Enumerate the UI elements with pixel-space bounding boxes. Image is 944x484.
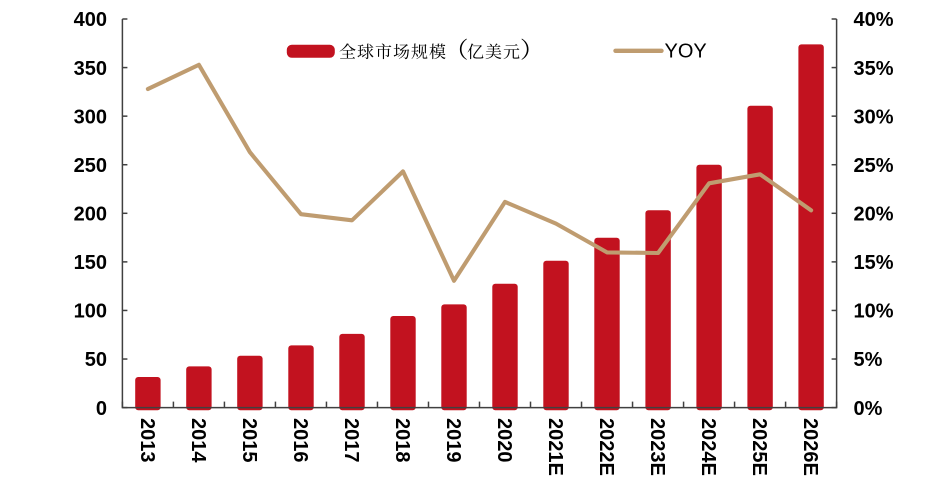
svg-text:400: 400 [74, 9, 107, 31]
svg-text:250: 250 [74, 155, 107, 177]
svg-text:350: 350 [74, 58, 107, 80]
svg-text:20%: 20% [854, 204, 894, 226]
svg-text:300: 300 [74, 106, 107, 128]
svg-text:2013: 2013 [136, 418, 158, 463]
svg-text:2017: 2017 [340, 418, 362, 463]
svg-text:200: 200 [74, 204, 107, 226]
svg-text:30%: 30% [854, 106, 894, 128]
svg-text:50: 50 [85, 349, 107, 371]
svg-text:10%: 10% [854, 301, 894, 323]
svg-text:YOY: YOY [665, 41, 707, 63]
svg-text:2022E: 2022E [595, 418, 617, 476]
svg-text:0: 0 [96, 398, 107, 420]
svg-text:100: 100 [74, 301, 107, 323]
svg-text:2020: 2020 [493, 418, 515, 463]
svg-text:2024E: 2024E [697, 418, 719, 476]
svg-text:2014: 2014 [187, 418, 209, 463]
svg-text:25%: 25% [854, 155, 894, 177]
svg-text:2025E: 2025E [748, 418, 770, 476]
svg-text:2018: 2018 [391, 418, 413, 463]
svg-text:2015: 2015 [238, 418, 260, 463]
svg-text:0%: 0% [854, 398, 883, 420]
svg-text:2026E: 2026E [799, 418, 821, 476]
svg-text:2019: 2019 [442, 418, 464, 463]
svg-text:40%: 40% [854, 9, 894, 31]
svg-text:5%: 5% [854, 349, 883, 371]
svg-text:15%: 15% [854, 252, 894, 274]
svg-text:2021E: 2021E [544, 418, 566, 476]
svg-text:2023E: 2023E [646, 418, 668, 476]
svg-text:35%: 35% [854, 58, 894, 80]
svg-text:2016: 2016 [289, 418, 311, 463]
svg-text:150: 150 [74, 252, 107, 274]
